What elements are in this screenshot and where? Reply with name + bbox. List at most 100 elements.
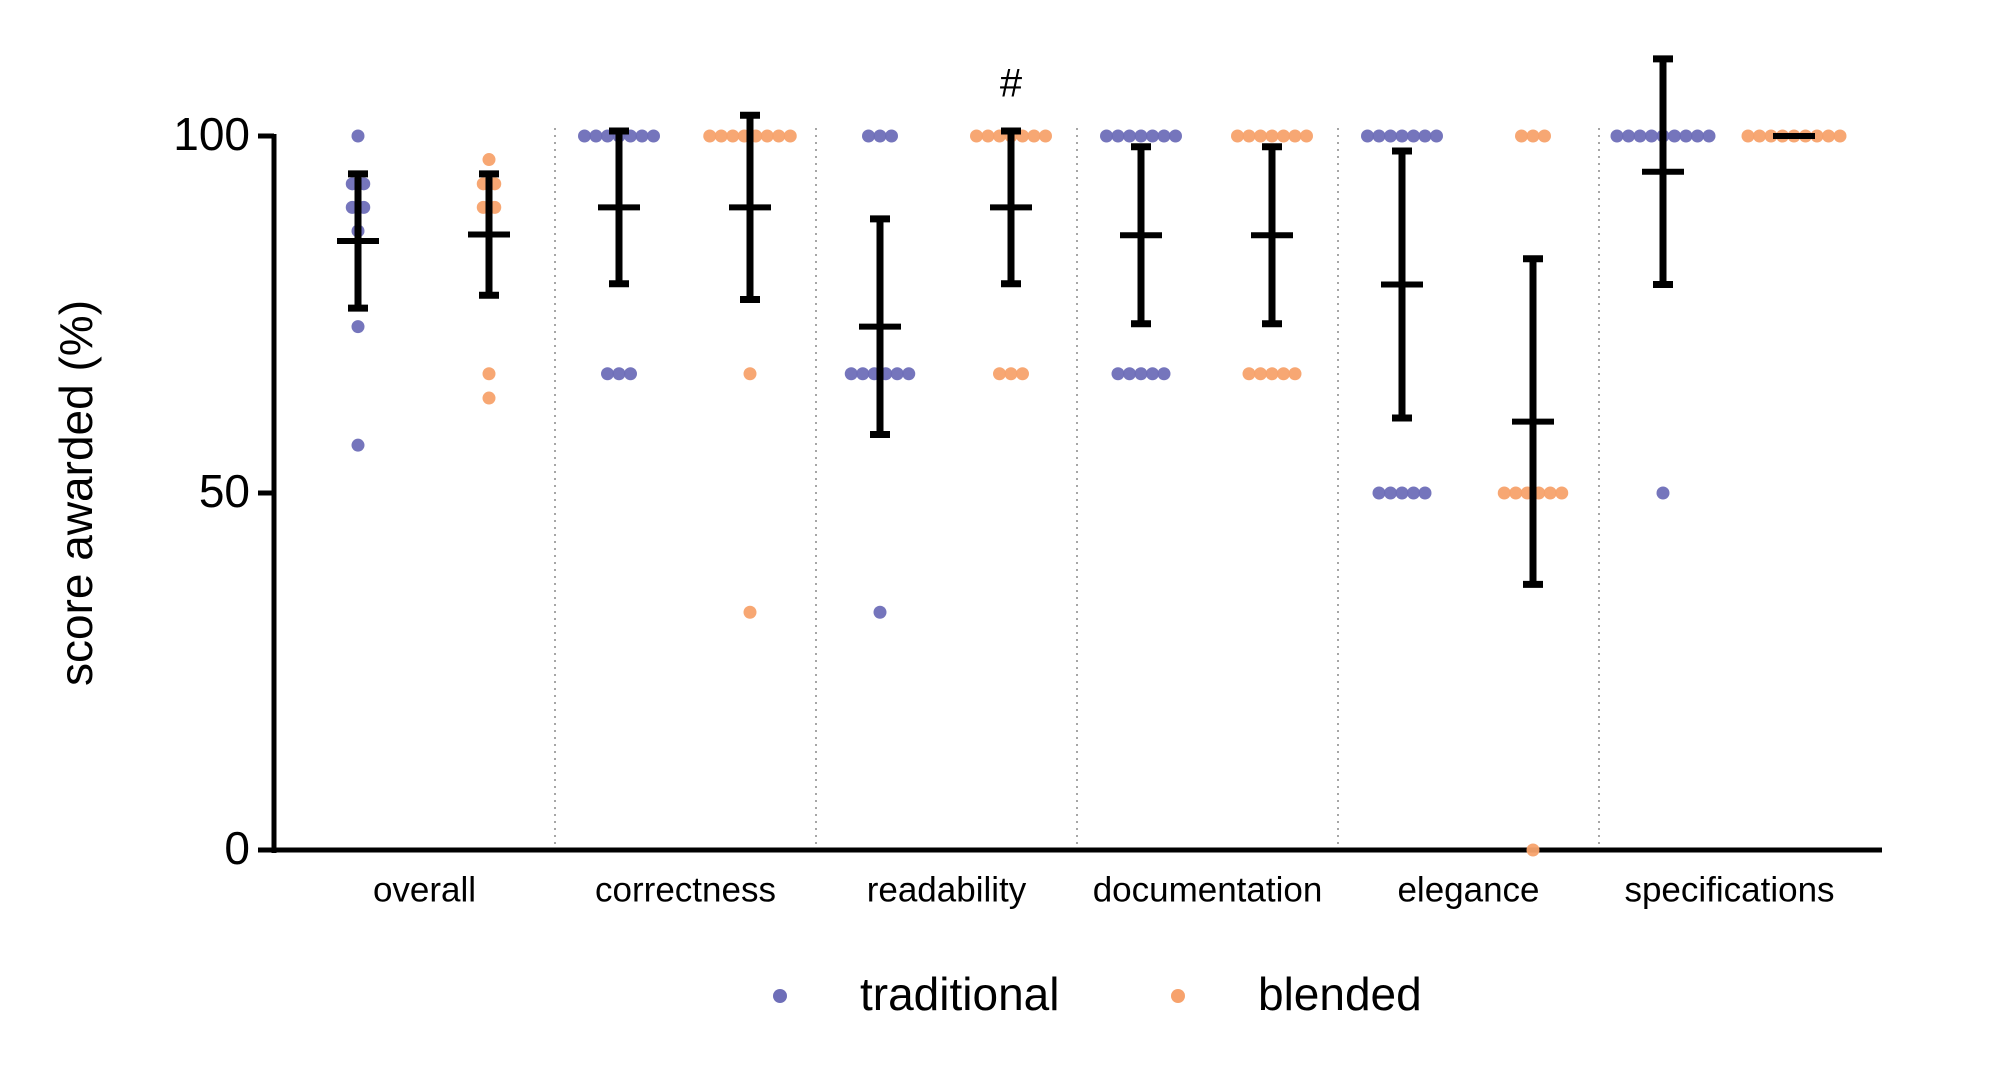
x-tick-label: documentation	[1093, 870, 1323, 909]
data-point	[1395, 486, 1409, 500]
data-point	[1039, 129, 1052, 143]
data-point	[1265, 129, 1279, 143]
y-tick-label: 0	[224, 822, 250, 874]
data-point	[1134, 367, 1148, 381]
data-point	[1430, 129, 1443, 143]
data-point	[1111, 129, 1125, 143]
data-point	[1555, 486, 1569, 500]
data-point	[1123, 129, 1136, 143]
data-point	[1543, 486, 1557, 500]
data-point	[647, 129, 660, 143]
data-point	[1146, 367, 1159, 381]
data-point	[589, 129, 603, 143]
data-point	[1395, 129, 1409, 143]
data-point	[1526, 843, 1540, 857]
data-point	[1169, 129, 1182, 143]
data-point	[726, 129, 740, 143]
data-point	[1242, 367, 1256, 381]
data-point	[873, 129, 887, 143]
data-point	[1384, 129, 1397, 143]
data-point	[1157, 129, 1171, 143]
data-point	[1288, 367, 1302, 381]
data-point	[714, 129, 728, 143]
data-point	[351, 320, 365, 334]
data-point	[1027, 129, 1041, 143]
data-point	[981, 129, 995, 143]
data-point	[635, 129, 649, 143]
data-point	[970, 129, 983, 143]
data-point	[1384, 486, 1397, 500]
data-point	[1668, 129, 1681, 143]
data-point	[873, 605, 887, 619]
data-point	[1146, 129, 1159, 143]
y-tick-label: 50	[199, 465, 250, 517]
x-tick-label: overall	[373, 870, 476, 909]
legend-marker	[1171, 989, 1185, 1003]
data-point	[1764, 129, 1778, 143]
data-point	[1361, 129, 1374, 143]
y-axis-label: score awarded (%)	[50, 300, 102, 686]
data-point	[890, 367, 904, 381]
data-point	[1300, 129, 1313, 143]
data-point	[1753, 129, 1766, 143]
data-point	[482, 367, 496, 381]
x-tick-label: readability	[867, 870, 1027, 909]
data-point	[1691, 129, 1704, 143]
data-point	[1418, 486, 1432, 500]
data-point	[1407, 129, 1420, 143]
data-point	[351, 129, 365, 143]
data-point	[743, 367, 757, 381]
x-tick-label: specifications	[1624, 870, 1834, 909]
data-point	[1372, 486, 1386, 500]
data-point	[1157, 367, 1171, 381]
data-point	[760, 129, 774, 143]
data-point	[482, 153, 496, 167]
data-point	[844, 367, 858, 381]
data-point	[1538, 129, 1551, 143]
data-point	[578, 129, 591, 143]
data-point	[601, 367, 614, 381]
data-point	[1833, 129, 1847, 143]
data-point	[1610, 129, 1624, 143]
annotation: #	[1000, 62, 1023, 106]
data-point	[1622, 129, 1635, 143]
data-point	[1810, 129, 1824, 143]
data-point	[1242, 129, 1256, 143]
data-point	[1741, 129, 1755, 143]
data-point	[1509, 486, 1523, 500]
data-point	[1231, 129, 1244, 143]
data-point	[1497, 486, 1511, 500]
data-point	[1100, 129, 1113, 143]
data-point	[1123, 367, 1136, 381]
legend-marker	[773, 989, 787, 1003]
data-point	[856, 367, 870, 381]
data-point	[1526, 129, 1540, 143]
data-point	[1265, 367, 1279, 381]
data-point	[1515, 129, 1528, 143]
data-point	[1633, 129, 1647, 143]
data-point	[1656, 486, 1670, 500]
data-point	[783, 129, 797, 143]
data-point	[1288, 129, 1302, 143]
data-point	[743, 605, 757, 619]
data-point	[612, 367, 626, 381]
legend-label: traditional	[860, 968, 1059, 1020]
data-point	[1111, 367, 1125, 381]
data-point	[482, 391, 496, 405]
data-point	[1418, 129, 1432, 143]
x-tick-label: elegance	[1397, 870, 1539, 909]
data-point	[772, 129, 786, 143]
data-point	[1645, 129, 1658, 143]
data-point	[1004, 367, 1018, 381]
data-point	[1679, 129, 1693, 143]
data-point	[902, 367, 916, 381]
data-point	[703, 129, 717, 143]
data-point	[1016, 367, 1029, 381]
data-point	[1372, 129, 1386, 143]
data-point	[1277, 129, 1290, 143]
data-point	[1702, 129, 1716, 143]
x-tick-label: correctness	[595, 870, 776, 909]
data-point	[1277, 367, 1290, 381]
data-point	[885, 129, 898, 143]
